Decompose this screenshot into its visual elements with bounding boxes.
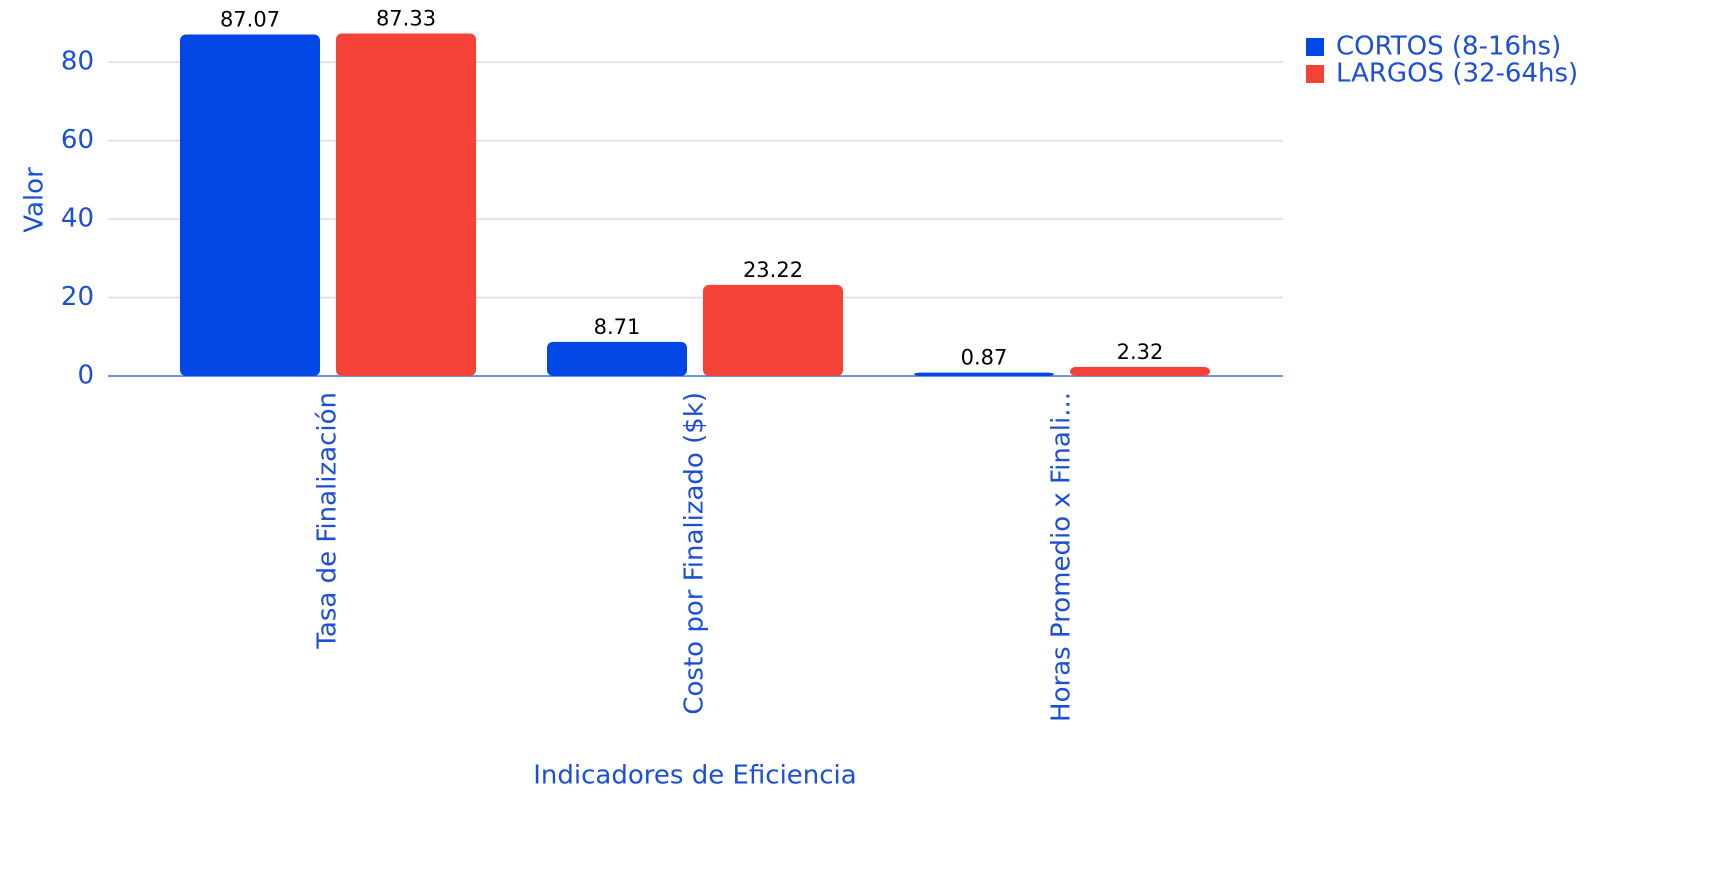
value-label: 87.33 [376, 6, 436, 30]
legend-label: CORTOS (8-16hs) [1336, 32, 1561, 62]
x-tick-label: Costo por Finalizado ($k) [680, 392, 710, 715]
bar [180, 34, 320, 376]
legend-label: LARGOS (32-64hs) [1336, 59, 1578, 89]
value-label: 2.32 [1117, 340, 1164, 364]
value-label: 8.71 [594, 315, 641, 339]
y-tick-label: 40 [61, 204, 94, 234]
y-axis-label: Valor [20, 167, 50, 233]
bar [1070, 366, 1210, 376]
y-tick-label: 60 [61, 125, 94, 155]
bar [914, 372, 1054, 376]
legend-swatch [1306, 65, 1324, 83]
x-tick-label: Horas Promedio x Finali... [1047, 392, 1077, 722]
value-label: 0.87 [961, 346, 1008, 370]
legend-swatch [1306, 38, 1324, 56]
bar [336, 33, 476, 377]
bar [547, 341, 687, 376]
y-tick-label: 20 [61, 282, 94, 312]
value-label: 23.22 [743, 258, 803, 282]
x-tick-label: Tasa de Finalización [313, 392, 343, 650]
y-tick-label: 0 [77, 361, 94, 391]
x-axis-label: Indicadores de Eficiencia [533, 761, 856, 791]
y-tick-label: 80 [61, 47, 94, 77]
bar [703, 284, 843, 376]
value-label: 87.07 [220, 7, 280, 31]
